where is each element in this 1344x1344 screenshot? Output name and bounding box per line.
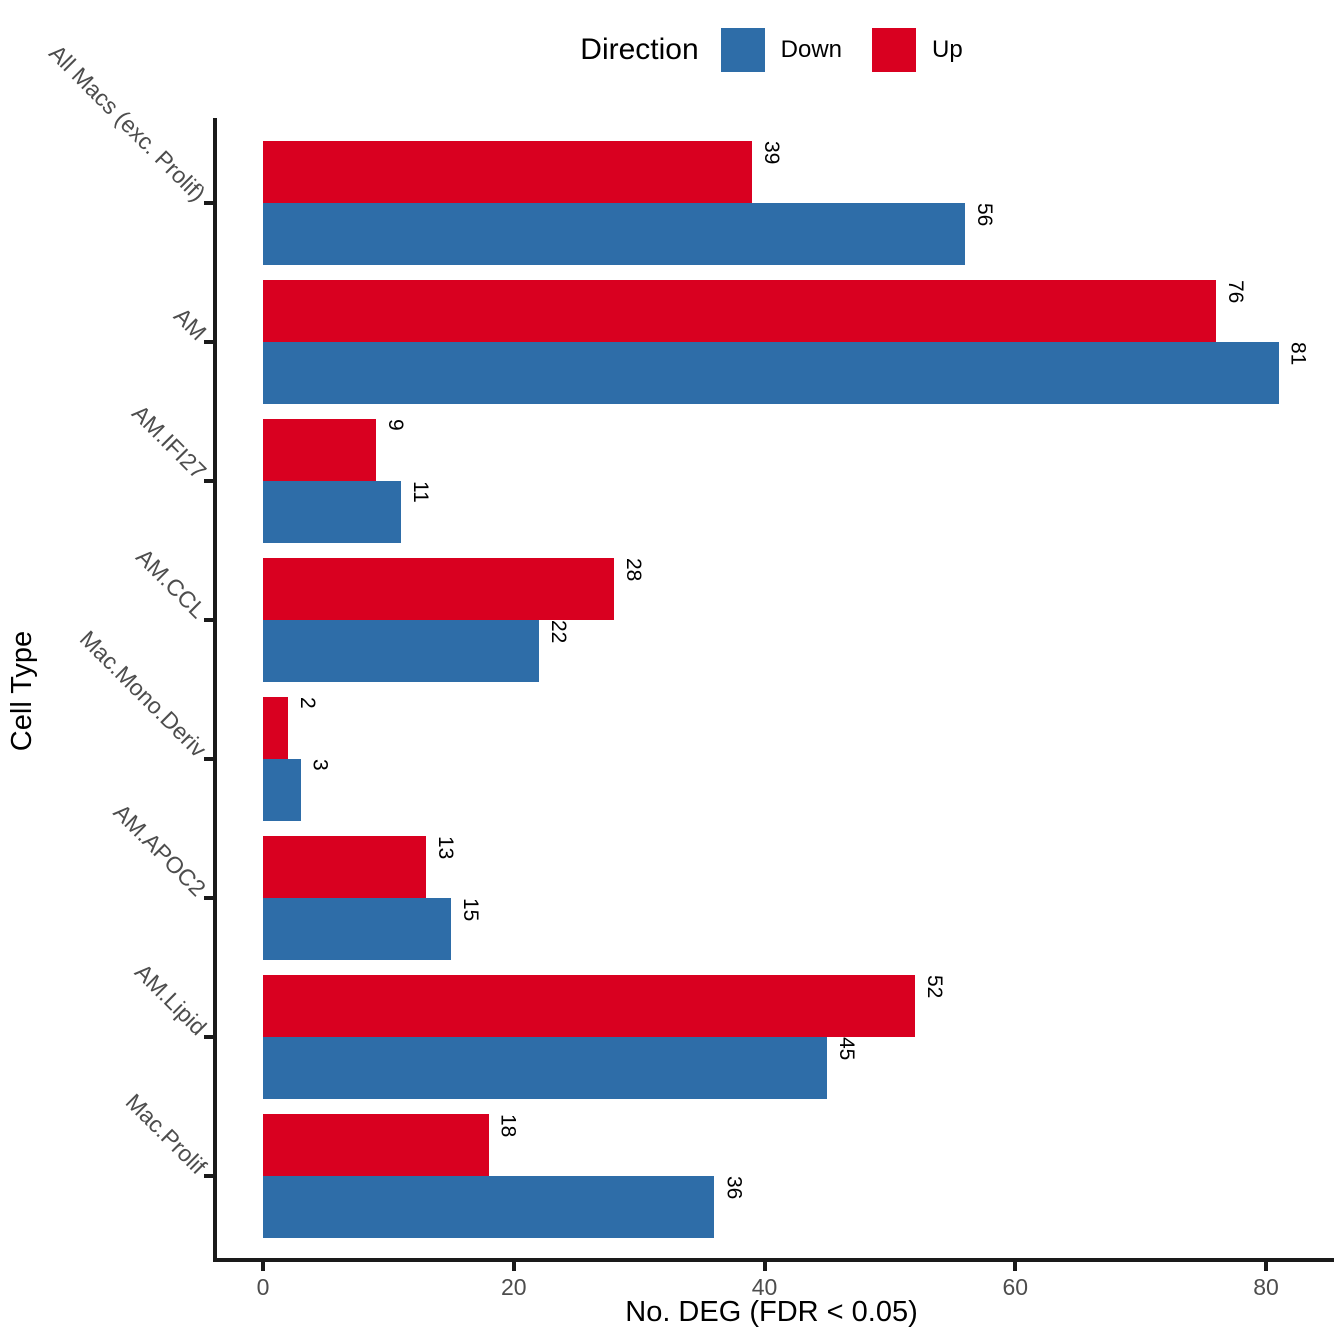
bar-down — [263, 481, 401, 543]
y-tick-mark — [204, 757, 213, 761]
x-tick-label: 40 — [751, 1274, 778, 1300]
bar-value-label: 56 — [973, 203, 997, 227]
bar-up — [263, 1114, 489, 1176]
bar-down — [263, 759, 301, 821]
y-category-label: Mac.Mono.Deriv — [74, 625, 212, 763]
x-tick-mark — [1013, 1262, 1018, 1271]
legend-title: Direction — [580, 33, 699, 66]
y-tick-mark — [204, 201, 213, 205]
bar-value-label: 76 — [1223, 280, 1247, 304]
bar-up — [263, 697, 289, 759]
bar-value-label: 36 — [722, 1176, 746, 1200]
bar-value-label: 13 — [433, 836, 457, 860]
x-tick-mark — [762, 1262, 767, 1271]
x-tick-mark — [511, 1262, 516, 1271]
bar-value-label: 3 — [308, 759, 332, 771]
legend-label-down: Down — [780, 36, 843, 63]
bar-value-label: 18 — [496, 1114, 520, 1138]
y-tick-mark — [204, 1035, 213, 1039]
bar-down — [263, 342, 1279, 404]
bar-value-label: 81 — [1286, 342, 1310, 366]
bar-down — [263, 1176, 715, 1238]
legend-swatch-up — [872, 28, 917, 72]
bar-up — [263, 975, 915, 1037]
y-tick-mark — [204, 479, 213, 483]
legend-label-up: Up — [932, 36, 963, 63]
bar-value-label: 52 — [922, 975, 946, 999]
y-axis-line — [213, 118, 217, 1262]
bar-value-label: 9 — [383, 419, 407, 431]
bar-value-label: 2 — [296, 697, 320, 709]
y-tick-mark — [204, 618, 213, 622]
x-tick-label: 0 — [256, 1274, 270, 1300]
y-tick-mark — [204, 896, 213, 900]
y-category-label: AM.APOC2 — [108, 798, 212, 902]
plot-panel: 39 56 76 81 9 11 28 22 2 3 13 15 52 45 18 36 — [213, 118, 1330, 1258]
bar-value-label: 28 — [622, 558, 646, 582]
y-tick-mark — [204, 340, 213, 344]
y-category-label: Mac.Prolif — [120, 1088, 212, 1180]
bar-value-label: 22 — [546, 620, 570, 644]
y-category-label: AM — [168, 302, 212, 346]
y-axis-title: Cell Type — [6, 630, 38, 752]
x-tick-label: 20 — [500, 1274, 527, 1300]
bar-down — [263, 898, 452, 960]
bar-up — [263, 558, 615, 620]
bar-value-label: 45 — [835, 1037, 859, 1061]
bar-up — [263, 141, 752, 203]
x-tick-label: 80 — [1253, 1274, 1279, 1300]
x-tick-mark — [1264, 1262, 1268, 1271]
x-axis-title: No. DEG (FDR < 0.05) — [625, 1296, 918, 1328]
x-axis-line — [213, 1258, 1334, 1262]
x-tick-label: 60 — [1002, 1274, 1029, 1300]
y-category-label: AM.Lipid — [129, 958, 212, 1041]
bar-up — [263, 836, 426, 898]
bar-value-label: 39 — [759, 141, 783, 165]
y-category-label: AM.CCL — [131, 543, 212, 624]
y-category-label: All Macs (exc. Prolif) — [44, 39, 212, 207]
legend: Direction Down Up — [213, 22, 1330, 78]
legend-swatch-down — [720, 28, 765, 72]
bar-value-label: 15 — [459, 898, 483, 922]
bar-value-label: 11 — [408, 481, 432, 503]
bar-down — [263, 620, 539, 682]
bar-down — [263, 203, 966, 265]
x-tick-mark — [261, 1262, 265, 1271]
bar-up — [263, 419, 376, 481]
y-category-label: AM.IFI27 — [126, 399, 212, 485]
bar-down — [263, 1037, 828, 1099]
bar-up — [263, 280, 1216, 342]
y-tick-mark — [204, 1174, 213, 1178]
